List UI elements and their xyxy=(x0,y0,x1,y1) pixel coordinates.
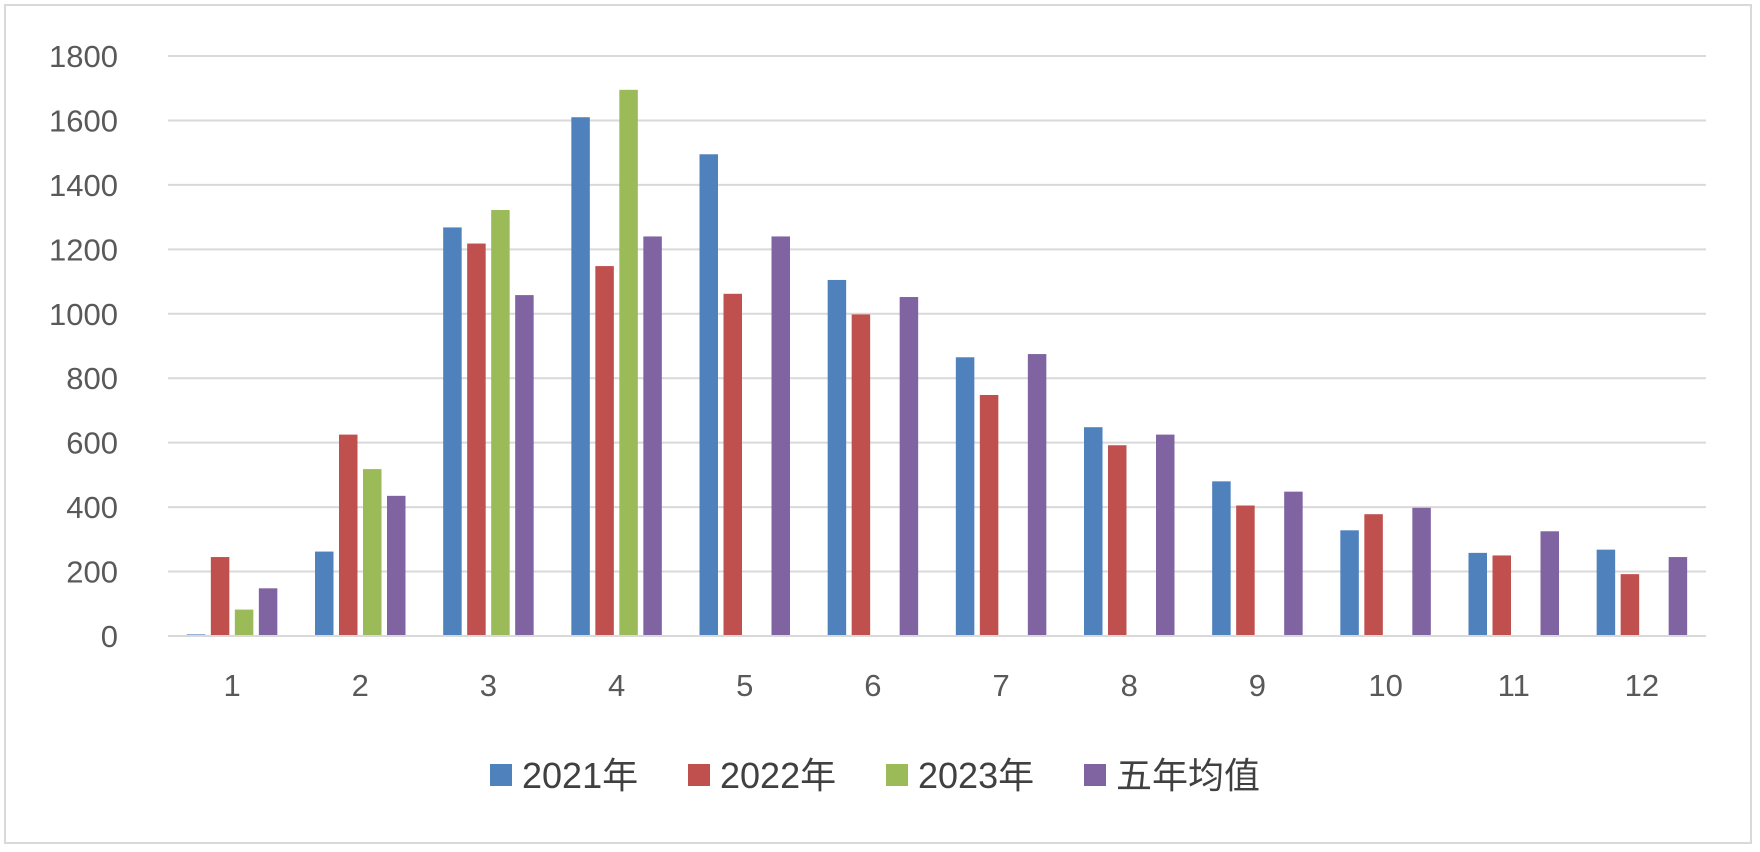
bar-2022年-9 xyxy=(1236,505,1255,636)
bar-2021年-11 xyxy=(1468,552,1487,636)
bar-2022年-5 xyxy=(723,293,742,636)
bar-五年均值-7 xyxy=(1027,354,1047,636)
x-tick-label: 2 xyxy=(352,668,369,703)
bar-2021年-2 xyxy=(315,551,334,636)
bar-2022年-12 xyxy=(1620,574,1640,636)
x-tick-label: 11 xyxy=(1498,668,1530,703)
legend-label-0: 2021年 xyxy=(522,755,638,796)
y-tick-label: 800 xyxy=(66,361,118,396)
x-tick-label: 6 xyxy=(864,668,881,703)
bar-2021年-7 xyxy=(955,357,975,636)
bar-2022年-2 xyxy=(339,434,358,636)
y-tick-label: 1000 xyxy=(49,297,118,332)
bar-2023年-3 xyxy=(491,210,510,636)
legend-swatch-0 xyxy=(490,764,512,786)
legend-label-2: 2023年 xyxy=(918,755,1034,796)
x-tick-label: 9 xyxy=(1249,668,1266,703)
bar-2022年-7 xyxy=(979,394,999,636)
y-tick-label: 1600 xyxy=(49,103,118,138)
bar-五年均值-11 xyxy=(1540,531,1559,636)
bar-2023年-4 xyxy=(619,89,638,637)
x-tick-label: 1 xyxy=(223,668,240,703)
bar-五年均值-6 xyxy=(899,297,919,636)
bar-2021年-8 xyxy=(1084,427,1103,636)
legend-swatch-2 xyxy=(886,764,908,786)
bar-五年均值-8 xyxy=(1156,434,1175,636)
bar-2022年-6 xyxy=(851,314,871,636)
x-tick-label: 3 xyxy=(480,668,497,703)
x-tick-label: 4 xyxy=(608,668,625,703)
bar-五年均值-10 xyxy=(1412,507,1431,636)
bar-五年均值-4 xyxy=(643,236,662,636)
legend-label-1: 2022年 xyxy=(720,755,836,796)
bar-2021年-3 xyxy=(443,227,462,636)
y-tick-label: 1800 xyxy=(49,39,118,74)
y-tick-label: 0 xyxy=(101,619,118,654)
legend-swatch-3 xyxy=(1084,764,1106,786)
bars xyxy=(186,89,1688,637)
bar-五年均值-12 xyxy=(1668,557,1688,636)
y-tick-label: 1200 xyxy=(49,232,118,267)
bar-五年均值-9 xyxy=(1284,491,1303,636)
bar-2022年-3 xyxy=(467,243,486,637)
y-tick-label: 200 xyxy=(66,555,118,590)
bar-2021年-4 xyxy=(571,117,590,636)
bar-2022年-11 xyxy=(1492,555,1511,636)
bar-五年均值-5 xyxy=(771,236,790,636)
x-axis-tick-labels: 1 2 3 4 5 6 7 8 9 10 11 12 xyxy=(223,668,1659,703)
bar-2023年-1 xyxy=(234,609,254,636)
bar-2021年-10 xyxy=(1340,530,1359,636)
bar-2021年-9 xyxy=(1212,481,1231,636)
legend-label-3: 五年均值 xyxy=(1116,755,1260,796)
legend-swatch-1 xyxy=(688,764,710,786)
x-tick-label: 12 xyxy=(1625,668,1659,703)
bar-2022年-8 xyxy=(1108,445,1127,636)
bar-五年均值-2 xyxy=(387,495,406,636)
bar-2023年-2 xyxy=(363,469,382,636)
bar-2022年-4 xyxy=(595,266,614,636)
bar-五年均值-3 xyxy=(515,295,534,636)
y-axis-tick-labels: 0 200 400 600 800 1000 1200 1400 1600 1800 xyxy=(49,39,118,654)
bar-2022年-1 xyxy=(210,557,230,636)
y-tick-label: 600 xyxy=(66,426,118,461)
bar-2021年-5 xyxy=(699,154,718,636)
x-tick-label: 8 xyxy=(1121,668,1138,703)
bar-2021年-6 xyxy=(827,279,847,636)
y-tick-label: 400 xyxy=(66,490,118,525)
x-tick-label: 5 xyxy=(736,668,753,703)
bar-五年均值-1 xyxy=(258,588,278,636)
legend: 2021年 2022年 2023年 五年均值 xyxy=(490,755,1260,796)
bar-2021年-12 xyxy=(1596,549,1616,636)
gridlines xyxy=(168,55,1706,573)
x-tick-label: 7 xyxy=(992,668,1009,703)
bar-2022年-10 xyxy=(1364,514,1383,636)
x-tick-label: 10 xyxy=(1368,668,1402,703)
y-tick-label: 1400 xyxy=(49,168,118,203)
